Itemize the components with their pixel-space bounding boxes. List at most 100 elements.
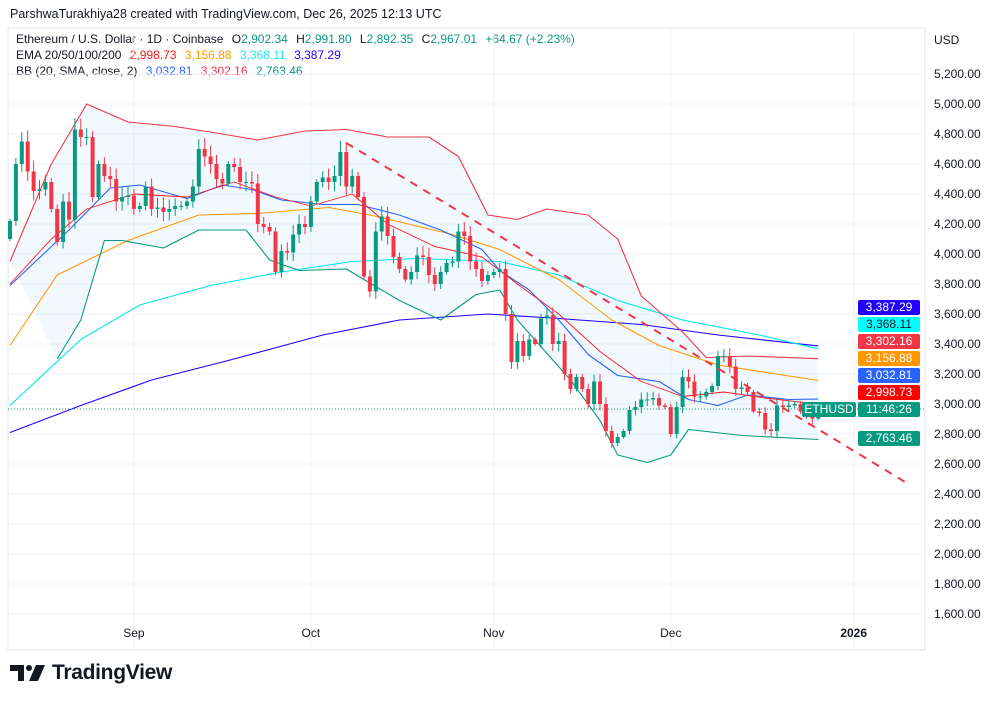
candle-body — [716, 356, 720, 386]
candle-body — [297, 224, 302, 235]
candle-body — [444, 263, 449, 272]
candle-body — [763, 413, 768, 430]
candle-body — [397, 257, 402, 269]
y-tick-label: 2,200.00 — [934, 517, 981, 531]
y-tick-label: 4,800.00 — [934, 127, 981, 141]
symbol-title: Ethereum / U.S. Dollar · 1D · Coinbase — [16, 32, 224, 46]
candle-body — [686, 377, 691, 382]
candle-body — [491, 272, 496, 275]
candle-body — [367, 276, 372, 292]
currency-label[interactable]: USD — [934, 33, 960, 47]
candle-body — [108, 176, 113, 179]
candle-body — [249, 182, 254, 184]
candle-body — [792, 404, 797, 406]
y-tick-label: 3,800.00 — [934, 277, 981, 291]
candle-body — [657, 398, 661, 406]
x-tick-label: Oct — [301, 626, 321, 640]
ema100-price-label: 3,368.11 — [858, 317, 920, 332]
candle-body — [208, 156, 213, 164]
candle-body — [308, 201, 313, 227]
y-tick-label: 4,000.00 — [934, 247, 981, 261]
candle-body — [474, 261, 479, 269]
bb-lower-line — [56, 229, 819, 464]
x-tick-label: Nov — [483, 626, 505, 640]
candle-body — [67, 201, 71, 220]
ema20-value: 2,998.73 — [129, 48, 177, 62]
candle-body — [621, 431, 626, 437]
ema-legend[interactable]: EMA 20/50/100/200 2,998.73 3,156.88 3,36… — [16, 48, 346, 62]
candle-body — [255, 183, 260, 224]
symbol-legend[interactable]: Ethereum / U.S. Dollar · 1D · Coinbase O… — [16, 32, 580, 46]
candle-body — [757, 411, 762, 413]
bollinger-band-fill — [10, 104, 819, 463]
candle-body — [527, 339, 532, 356]
candle-body — [173, 206, 178, 209]
candle-body — [155, 207, 160, 209]
y-tick-label: 4,600.00 — [934, 157, 981, 171]
candle-body — [485, 275, 490, 281]
candle-body — [338, 152, 343, 176]
candle-body — [314, 182, 319, 202]
candle-body — [710, 386, 715, 392]
candle-body — [196, 149, 201, 187]
candle-body — [751, 392, 756, 412]
ema200-price-label: 3,387.29 — [858, 300, 920, 315]
price-change: +64.67 (+2.23%) — [485, 32, 575, 46]
candle-body — [303, 224, 307, 227]
candle-body — [344, 152, 349, 187]
candle-body — [131, 195, 136, 209]
candle-body — [356, 176, 361, 197]
candle-body — [533, 339, 538, 344]
chart-credit: ParshwaTurakhiya28 created with TradingV… — [10, 7, 442, 21]
candle-body — [645, 399, 650, 401]
y-tick-label: 3,400.00 — [934, 337, 981, 351]
candle-body — [61, 201, 66, 242]
candle-body — [126, 195, 130, 197]
y-tick-label: 4,400.00 — [934, 187, 981, 201]
candle-body — [291, 234, 296, 253]
candle-body — [379, 216, 384, 232]
candle-body — [273, 231, 278, 272]
candle-body — [627, 410, 632, 431]
candle-body — [332, 176, 337, 182]
candle-body — [462, 231, 467, 236]
y-tick-label: 3,600.00 — [934, 307, 981, 321]
bar-countdown-label: 11:46:26 — [858, 402, 920, 417]
candle-body — [450, 261, 455, 263]
candle-body — [37, 189, 42, 191]
candle-body — [609, 431, 614, 443]
candle-body — [680, 377, 685, 407]
candle-body — [220, 179, 225, 184]
tradingview-logo[interactable]: TradingView — [10, 661, 172, 685]
ema20-line — [9, 181, 819, 405]
candle-body — [25, 141, 30, 172]
y-tick-label: 3,000.00 — [934, 397, 981, 411]
y-tick-label: 2,800.00 — [934, 427, 981, 441]
candle-body — [769, 429, 774, 431]
candle-body — [90, 137, 95, 197]
candle-body — [403, 269, 408, 280]
x-tick-label: Sep — [123, 626, 145, 640]
candle-body — [562, 341, 567, 374]
ema-title: EMA 20/50/100/200 — [16, 48, 122, 62]
candle-body — [651, 398, 656, 400]
candle-body — [78, 129, 83, 137]
candle-body — [798, 404, 803, 412]
candle-body — [539, 318, 543, 344]
candle-body — [8, 221, 12, 239]
ohlc-high: H2,991.80 — [296, 32, 352, 46]
y-tick-label: 2,400.00 — [934, 487, 981, 501]
candle-body — [662, 405, 667, 407]
candle-body — [692, 381, 697, 397]
candle-body — [49, 182, 54, 209]
candle-body — [279, 251, 284, 272]
candle-body — [503, 269, 508, 314]
candle-body — [179, 206, 184, 207]
candle-body — [96, 164, 101, 197]
candle-body — [226, 164, 231, 184]
symbol-price-tag: ETHUSD — [802, 402, 856, 417]
candle-body — [544, 315, 549, 319]
ema200-line — [9, 313, 819, 434]
chart-frame — [7, 27, 926, 651]
